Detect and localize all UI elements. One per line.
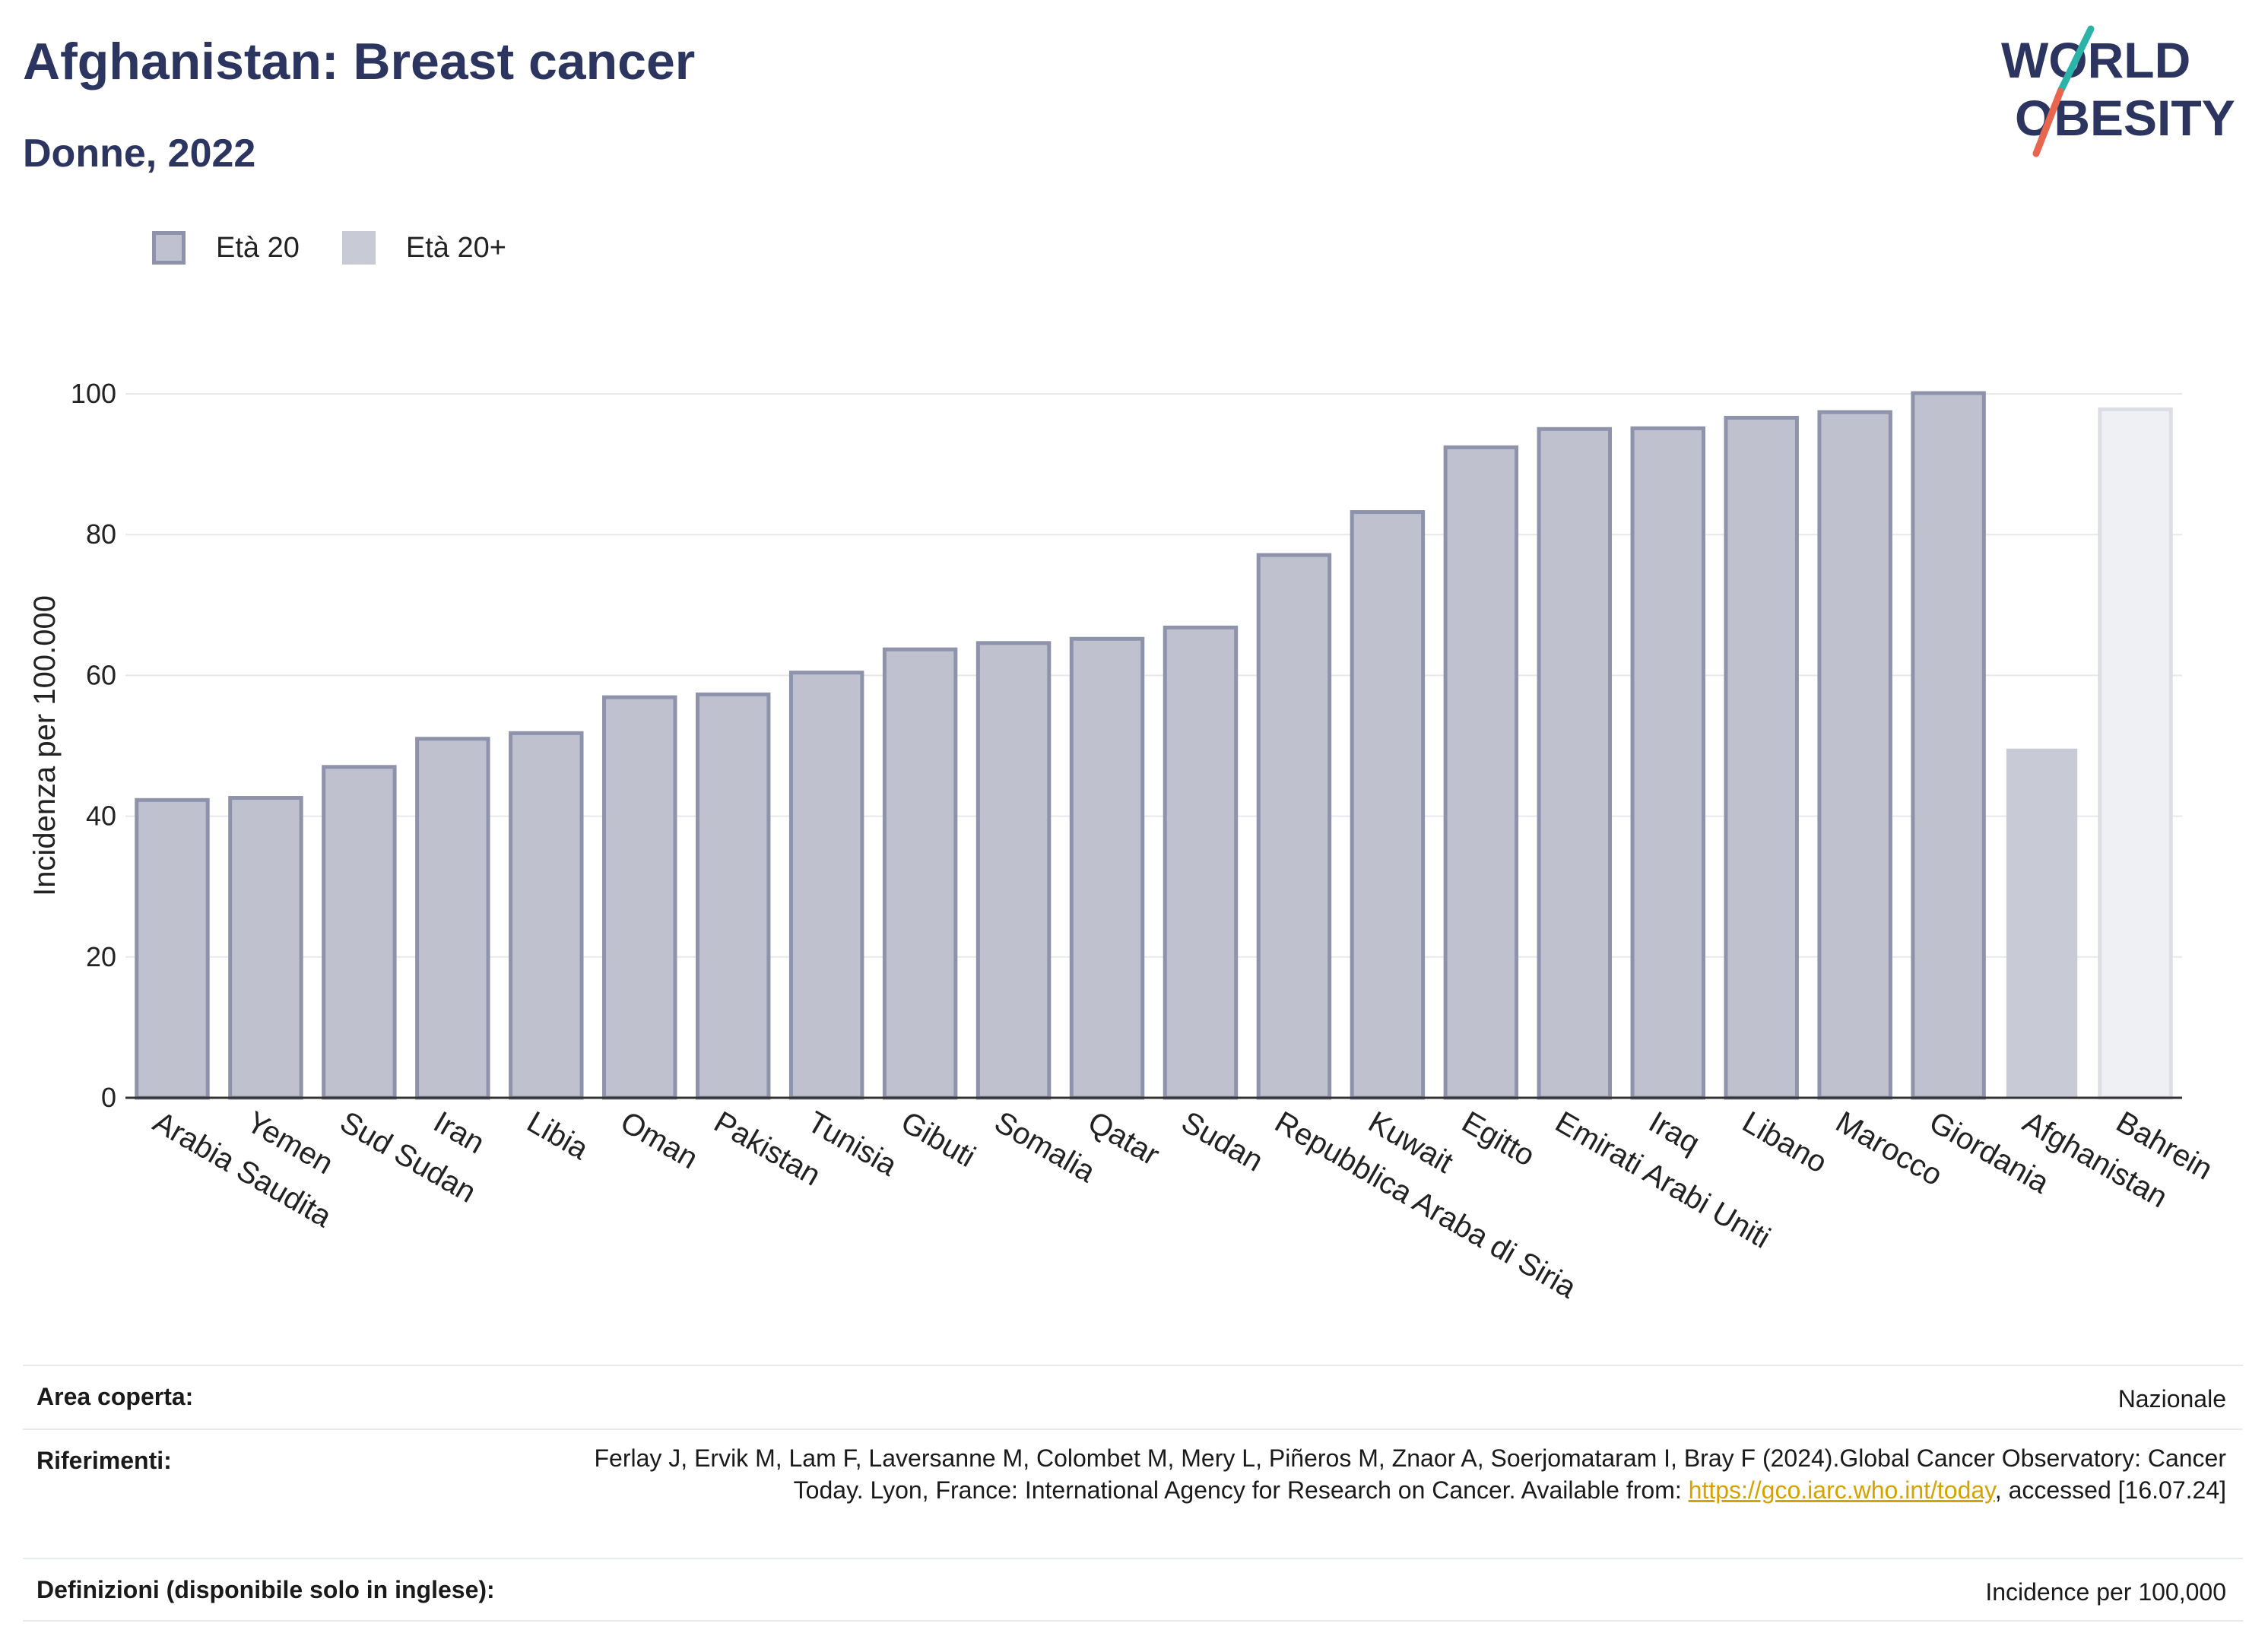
bar-emirati-arabi-uniti: [1537, 426, 1613, 1100]
x-tick-label: Iran: [428, 1105, 490, 1161]
bar-libia: [509, 731, 584, 1100]
bar-qatar: [1069, 636, 1145, 1100]
bar-pakistan: [695, 692, 771, 1100]
bar-sud-sudan: [322, 765, 397, 1100]
x-tick-label: Pakistan: [709, 1105, 826, 1193]
x-tick-label: Libia: [522, 1105, 595, 1167]
x-tick-label: Somalia: [989, 1105, 1102, 1190]
legend-swatch: [341, 231, 376, 265]
y-tick-label: 40: [86, 801, 116, 832]
bar-tunisia: [788, 671, 864, 1100]
x-tick-label: Oman: [615, 1105, 703, 1176]
y-tick-label: 20: [86, 941, 116, 972]
bar-repubblica-araba-di-siria: [1256, 553, 1332, 1100]
bar-gibuti: [882, 647, 958, 1100]
chart-legend: Età 20 Età 20+: [152, 225, 549, 271]
x-tick-label: Marocco: [1830, 1105, 1948, 1193]
info-label-area: Area coperta:: [36, 1383, 194, 1410]
info-label-references: Riferimenti:: [36, 1447, 172, 1474]
legend-item-eta-20-plus[interactable]: Età 20+: [341, 231, 506, 265]
legend-swatch: [152, 231, 186, 265]
bar-egitto: [1443, 445, 1519, 1100]
x-tick-label: Sudan: [1175, 1105, 1268, 1178]
bar-sudan: [1163, 625, 1239, 1100]
page-title: Afghanistan: Breast cancer: [23, 33, 696, 90]
legend-label: Età 20: [216, 231, 300, 264]
y-tick-label: 80: [86, 518, 116, 550]
y-tick-label: 100: [71, 378, 116, 409]
bar-iran: [415, 737, 490, 1100]
legend-item-eta-20[interactable]: Età 20: [152, 231, 300, 265]
bar-marocco: [1817, 410, 1892, 1100]
page-subtitle: Donne, 2022: [23, 132, 256, 176]
bar-oman: [602, 695, 677, 1100]
bar-afghanistan: [2006, 748, 2078, 1098]
x-tick-label: Libano: [1737, 1105, 1832, 1180]
bar-iraq: [1630, 426, 1705, 1100]
bar-giordania: [1911, 391, 1986, 1100]
info-label-definitions: Definizioni (disponibile solo in inglese…: [36, 1576, 495, 1603]
info-value-area: Nazionale: [2117, 1385, 2226, 1413]
info-row-area: Area coperta: Nazionale: [23, 1365, 2243, 1428]
info-row-references: Riferimenti: Ferlay J, Ervik M, Lam F, L…: [23, 1428, 2243, 1558]
bar-yemen: [228, 796, 303, 1100]
bar-arabia-saudita: [135, 797, 210, 1100]
y-tick-label: 0: [101, 1082, 116, 1113]
reference-accessed: , accessed [16.07.24]: [1994, 1476, 2226, 1504]
reference-text: Ferlay J, Ervik M, Lam F, Laversanne M, …: [594, 1444, 2226, 1504]
legend-label: Età 20+: [405, 231, 506, 264]
logo-slash-teal: [2057, 25, 2095, 95]
info-value-definitions: Incidence per 100,000: [1985, 1578, 2226, 1606]
info-value-references: Ferlay J, Ervik M, Lam F, Laversanne M, …: [554, 1442, 2226, 1506]
bar-somalia: [975, 641, 1052, 1100]
y-axis-title: Incidenza per 100.000: [28, 595, 62, 896]
bar-libano: [1724, 415, 1799, 1100]
logo-line1: WORLD: [2001, 32, 2190, 88]
info-row-definitions: Definizioni (disponibile solo in inglese…: [23, 1558, 2243, 1622]
logo-slash-orange: [2032, 87, 2064, 157]
bar-kuwait: [1350, 510, 1426, 1100]
x-tick-label: Gibuti: [896, 1105, 981, 1174]
world-obesity-logo: WORLD OBESITY: [2001, 25, 2235, 157]
x-tick-label: Egitto: [1456, 1105, 1540, 1173]
reference-link[interactable]: https://gco.iarc.who.int/today: [1688, 1476, 1995, 1504]
bar-bahrein: [2098, 407, 2173, 1100]
x-tick-label: Iraq: [1643, 1105, 1705, 1161]
y-tick-label: 60: [86, 659, 116, 690]
